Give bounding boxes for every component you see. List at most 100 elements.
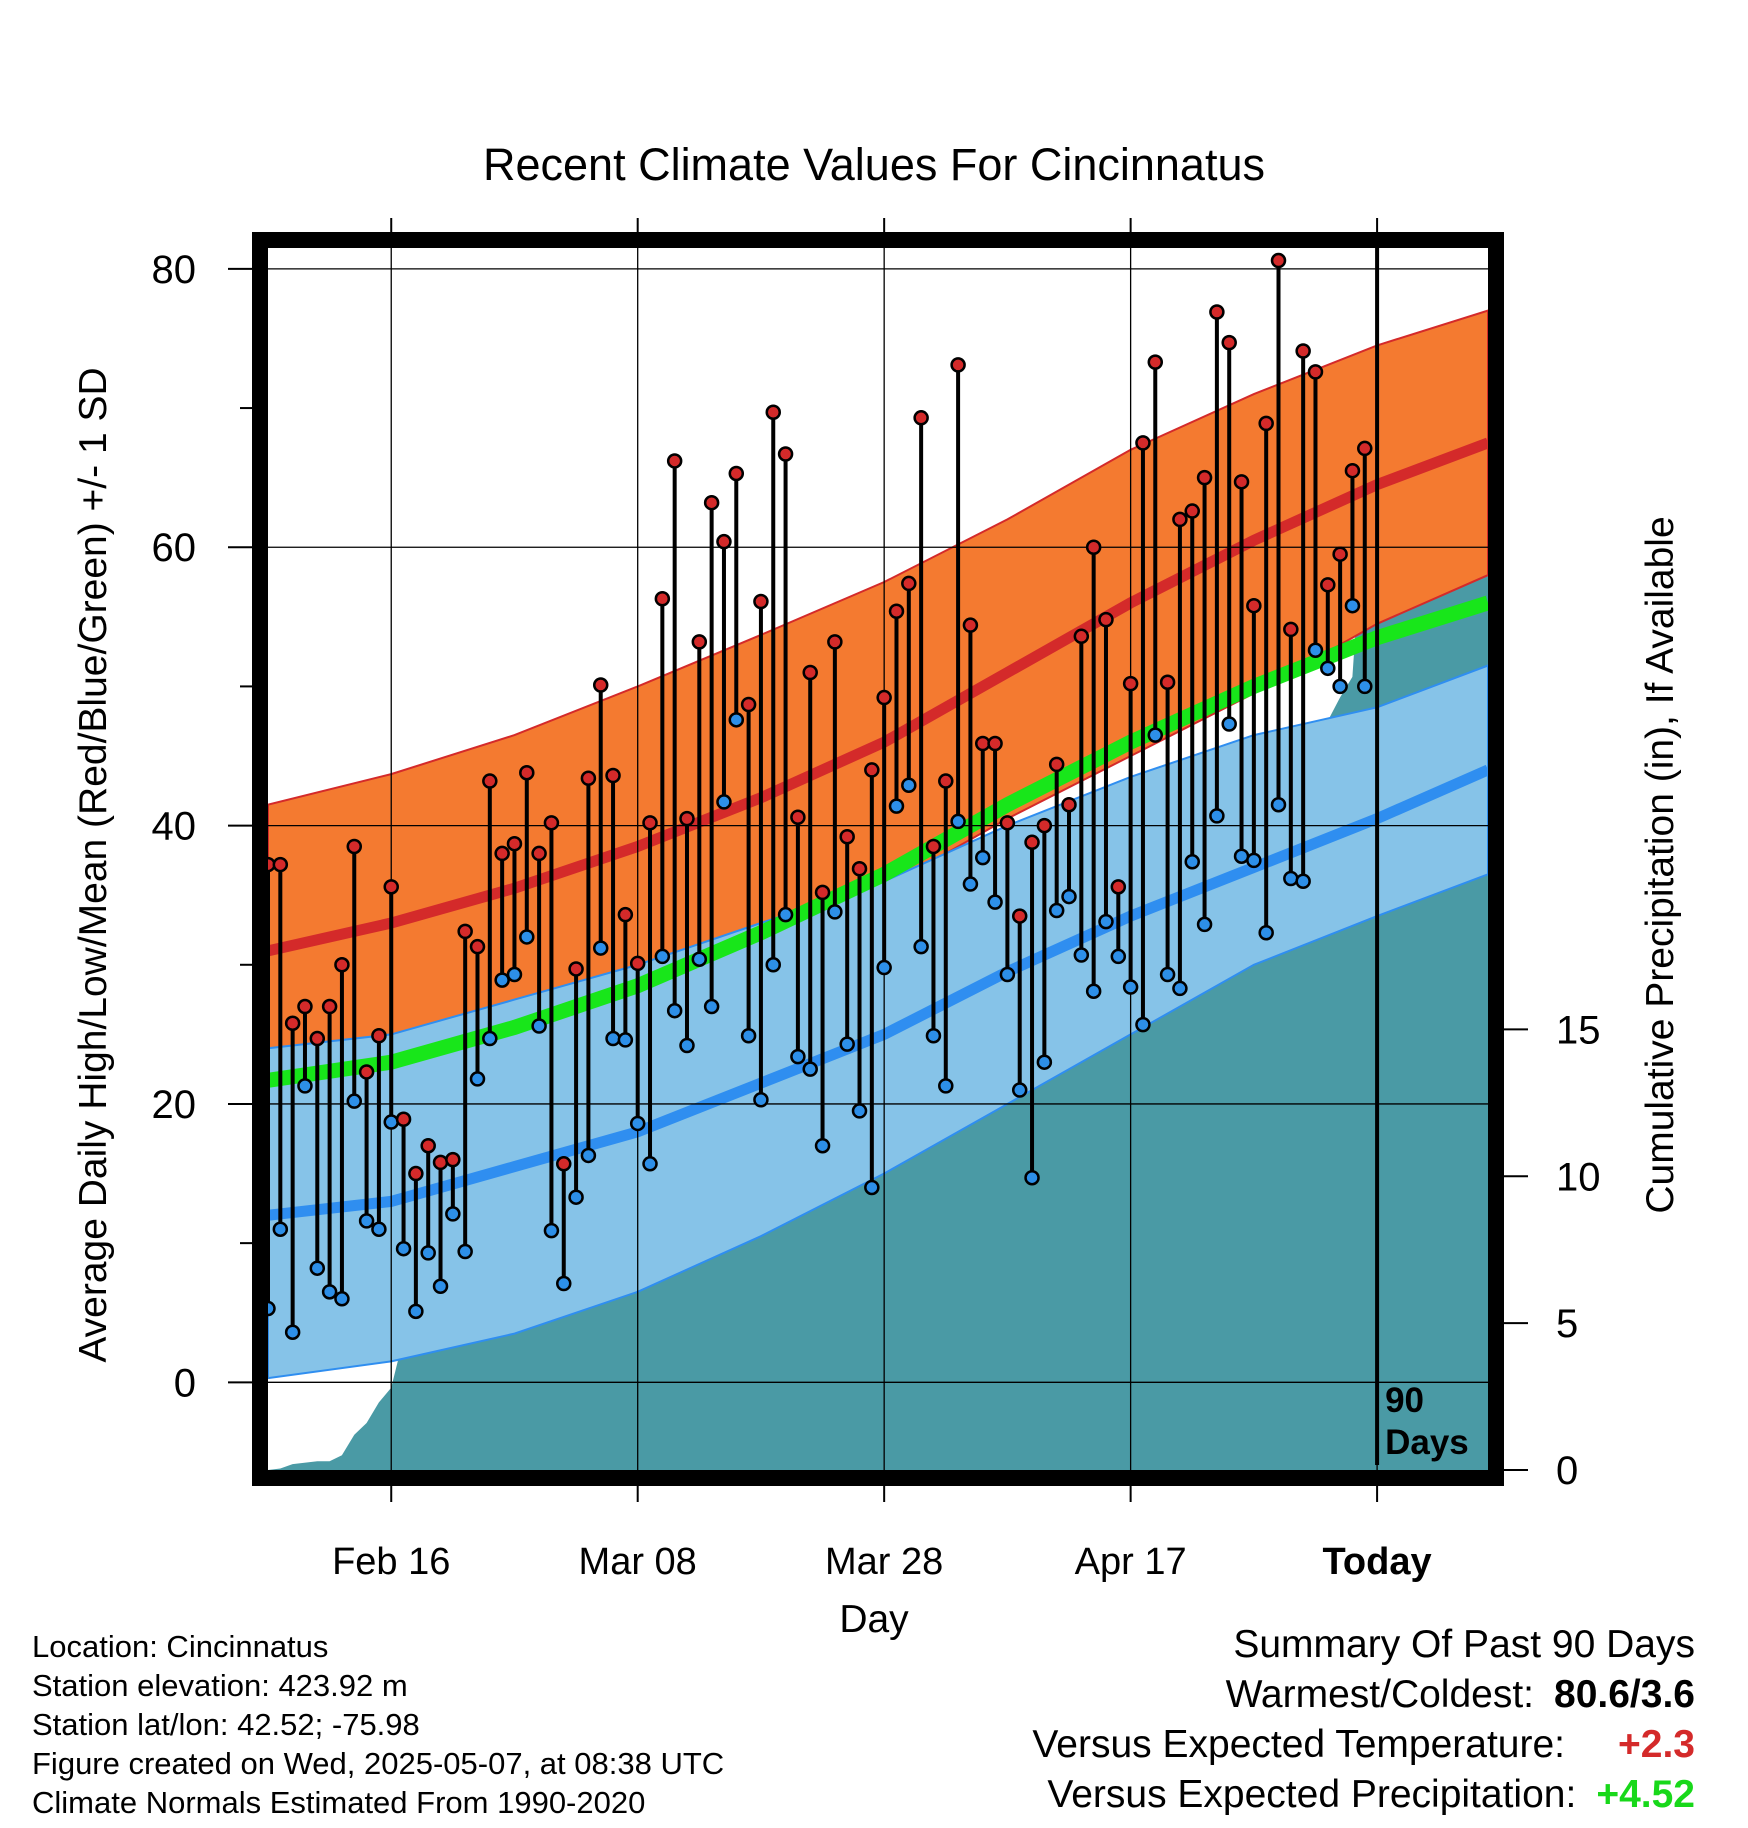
daily-high-point [568, 961, 584, 977]
daily-high-point [691, 634, 708, 650]
y-tick-label: 60 [152, 526, 197, 570]
x-tick-label: Mar 28 [825, 1541, 943, 1583]
daily-low-point [740, 1028, 757, 1044]
daily-high-point [543, 815, 560, 831]
daily-low-point [531, 1018, 547, 1034]
daily-low-point [420, 1245, 436, 1261]
daily-low-point [1159, 966, 1176, 983]
daily-high-point [716, 533, 732, 550]
station-info: Location: Cincinnatus Station elevation:… [32, 1627, 724, 1822]
daily-low-point [642, 1156, 658, 1172]
daily-high-point [802, 664, 818, 681]
today-window-label-unit: Days [1385, 1423, 1469, 1462]
daily-high-point [297, 998, 313, 1015]
daily-high-point [1147, 354, 1164, 370]
daily-low-point [580, 1147, 597, 1164]
daily-low-point [1073, 947, 1090, 963]
x-tick-label: Mar 08 [579, 1541, 697, 1583]
daily-low-point [666, 1002, 683, 1019]
daily-low-point [790, 1048, 806, 1065]
daily-low-point [592, 940, 609, 956]
daily-high-point [777, 446, 794, 462]
x-tick-label: Feb 16 [332, 1541, 450, 1583]
daily-high-point [617, 906, 634, 923]
daily-low-point [1172, 980, 1188, 997]
daily-low-point [876, 959, 892, 976]
daily-high-point [469, 938, 486, 955]
daily-high-point [1110, 879, 1127, 895]
daily-high-point [1135, 435, 1151, 451]
daily-low-point [1147, 727, 1164, 743]
daily-high-point [642, 815, 658, 831]
daily-high-point [666, 453, 683, 469]
daily-high-point [876, 689, 892, 706]
daily-high-point [839, 828, 855, 845]
daily-high-point [1061, 796, 1077, 813]
daily-low-point [605, 1030, 621, 1047]
daily-low-point [568, 1189, 584, 1205]
daily-high-point [1036, 817, 1053, 834]
daily-low-point [629, 1115, 646, 1132]
daily-low-point [445, 1206, 461, 1222]
daily-high-point [851, 860, 868, 877]
daily-high-point [1221, 334, 1237, 351]
daily-low-point [272, 1221, 289, 1237]
daily-low-point [617, 1032, 634, 1048]
daily-high-point [1246, 597, 1262, 614]
daily-high-point [962, 617, 979, 633]
daily-high-point [753, 593, 769, 610]
daily-high-point [1295, 343, 1311, 359]
daily-low-point [482, 1030, 498, 1047]
daily-low-point [999, 966, 1016, 983]
x-tick-label: Today [1323, 1541, 1432, 1583]
daily-high-point [1344, 462, 1361, 479]
daily-high-point [1172, 511, 1188, 528]
daily-low-point [1048, 902, 1065, 919]
daily-low-point [334, 1291, 350, 1307]
daily-low-point [827, 904, 843, 920]
daily-low-point [974, 849, 991, 866]
daily-high-point [494, 845, 510, 862]
daily-high-point [420, 1137, 436, 1154]
daily-low-point [284, 1324, 301, 1340]
daily-high-point [1233, 474, 1250, 490]
daily-high-point [309, 1030, 326, 1047]
daily-high-point [1122, 675, 1139, 692]
daily-high-point [371, 1028, 387, 1044]
daily-low-point [1122, 979, 1139, 995]
y-axis-label: Average Daily High/Low/Mean (Red/Blue/Gr… [72, 367, 115, 1362]
daily-low-point [1258, 925, 1274, 941]
daily-low-point [938, 1078, 954, 1094]
daily-high-point [272, 856, 289, 873]
daily-high-point [987, 735, 1003, 752]
daily-high-point [605, 767, 621, 784]
daily-high-point [1320, 577, 1336, 593]
daily-low-point [1246, 852, 1262, 869]
daily-low-point [1332, 678, 1348, 695]
daily-low-point [1307, 642, 1324, 658]
daily-high-point [408, 1165, 424, 1182]
daily-high-point [1283, 621, 1299, 638]
daily-high-point [938, 773, 954, 789]
warmest-value: 80.6/3.6 [1554, 1673, 1695, 1716]
daily-low-point [395, 1240, 412, 1257]
daily-low-point [1320, 660, 1336, 677]
daily-low-point [1036, 1054, 1053, 1070]
summary-title: Summary Of Past 90 Days [1233, 1623, 1695, 1666]
daily-high-point [1209, 304, 1225, 320]
created-text: Figure created on Wed, 2025-05-07, at 08… [32, 1746, 725, 1781]
daily-high-point [888, 603, 905, 620]
daily-low-point [925, 1028, 942, 1044]
daily-low-point [1135, 1016, 1151, 1033]
daily-low-point [716, 794, 732, 810]
daily-high-point [284, 1015, 301, 1031]
warmest-label: Warmest/Coldest: [1225, 1673, 1535, 1716]
daily-high-point [556, 1156, 572, 1172]
summary-panel: Summary Of Past 90 Days Warmest/Coldest:… [1032, 1620, 1695, 1820]
daily-high-point [765, 404, 782, 420]
daily-low-point [1357, 678, 1373, 695]
daily-low-point [950, 813, 966, 830]
daily-high-point [703, 494, 720, 511]
daily-high-point [482, 773, 498, 789]
daily-low-point [321, 1284, 338, 1300]
